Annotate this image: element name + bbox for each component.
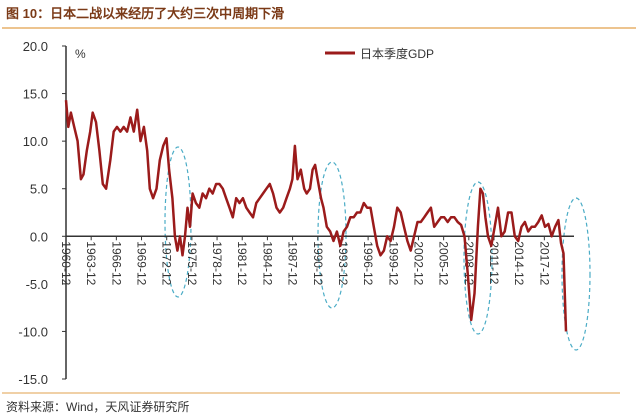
x-tick-label: 1987-12 [286,241,300,285]
x-tick-label: 2011-12 [487,241,501,284]
x-tick-label: 2005-12 [437,241,451,285]
x-tick-label: 2017-12 [537,241,551,285]
x-tick-label: 1972-12 [160,241,174,285]
y-tick-label: 20.0 [23,39,48,54]
x-tick-label: 1978-12 [210,241,224,285]
source: 资料来源：Wind，天风证券研究所 [6,399,189,414]
legend-label: 日本季度GDP [360,46,434,61]
x-tick-label: 2002-12 [411,241,425,285]
ellipse [561,197,591,351]
chart-title: 图 10：日本二战以来经历了大约三次中周期下滑 [6,6,284,21]
y-tick-label: -15.0 [18,372,48,387]
data-line [64,100,568,332]
x-tick-label: 1981-12 [235,241,249,285]
x-tick-label: 1975-12 [185,241,199,285]
x-tick-label: 1996-12 [361,241,375,285]
y-tick-label: -5.0 [26,277,48,292]
y-tick-label: -10.0 [18,324,48,339]
x-tick-label: 1984-12 [260,241,274,285]
y-tick-label: 5.0 [30,182,48,197]
x-tick-label: 1960-12 [59,241,73,285]
x-tick-label: 1966-12 [109,241,123,285]
x-tick-label: 1963-12 [84,241,98,285]
x-tick-label: 2014-12 [512,241,526,285]
y-tick-label: 15.0 [23,87,48,102]
x-tick-label: 1993-12 [336,241,350,285]
y-tick-label: 0.0 [30,229,48,244]
x-tick-label: 1999-12 [386,241,400,285]
y-tick-label: 10.0 [23,134,48,149]
ellipse [317,161,347,309]
ellipse [463,181,493,335]
x-tick-label: 1969-12 [135,241,149,285]
x-tick-label: 1990-12 [311,241,325,285]
y-unit: % [75,47,86,61]
